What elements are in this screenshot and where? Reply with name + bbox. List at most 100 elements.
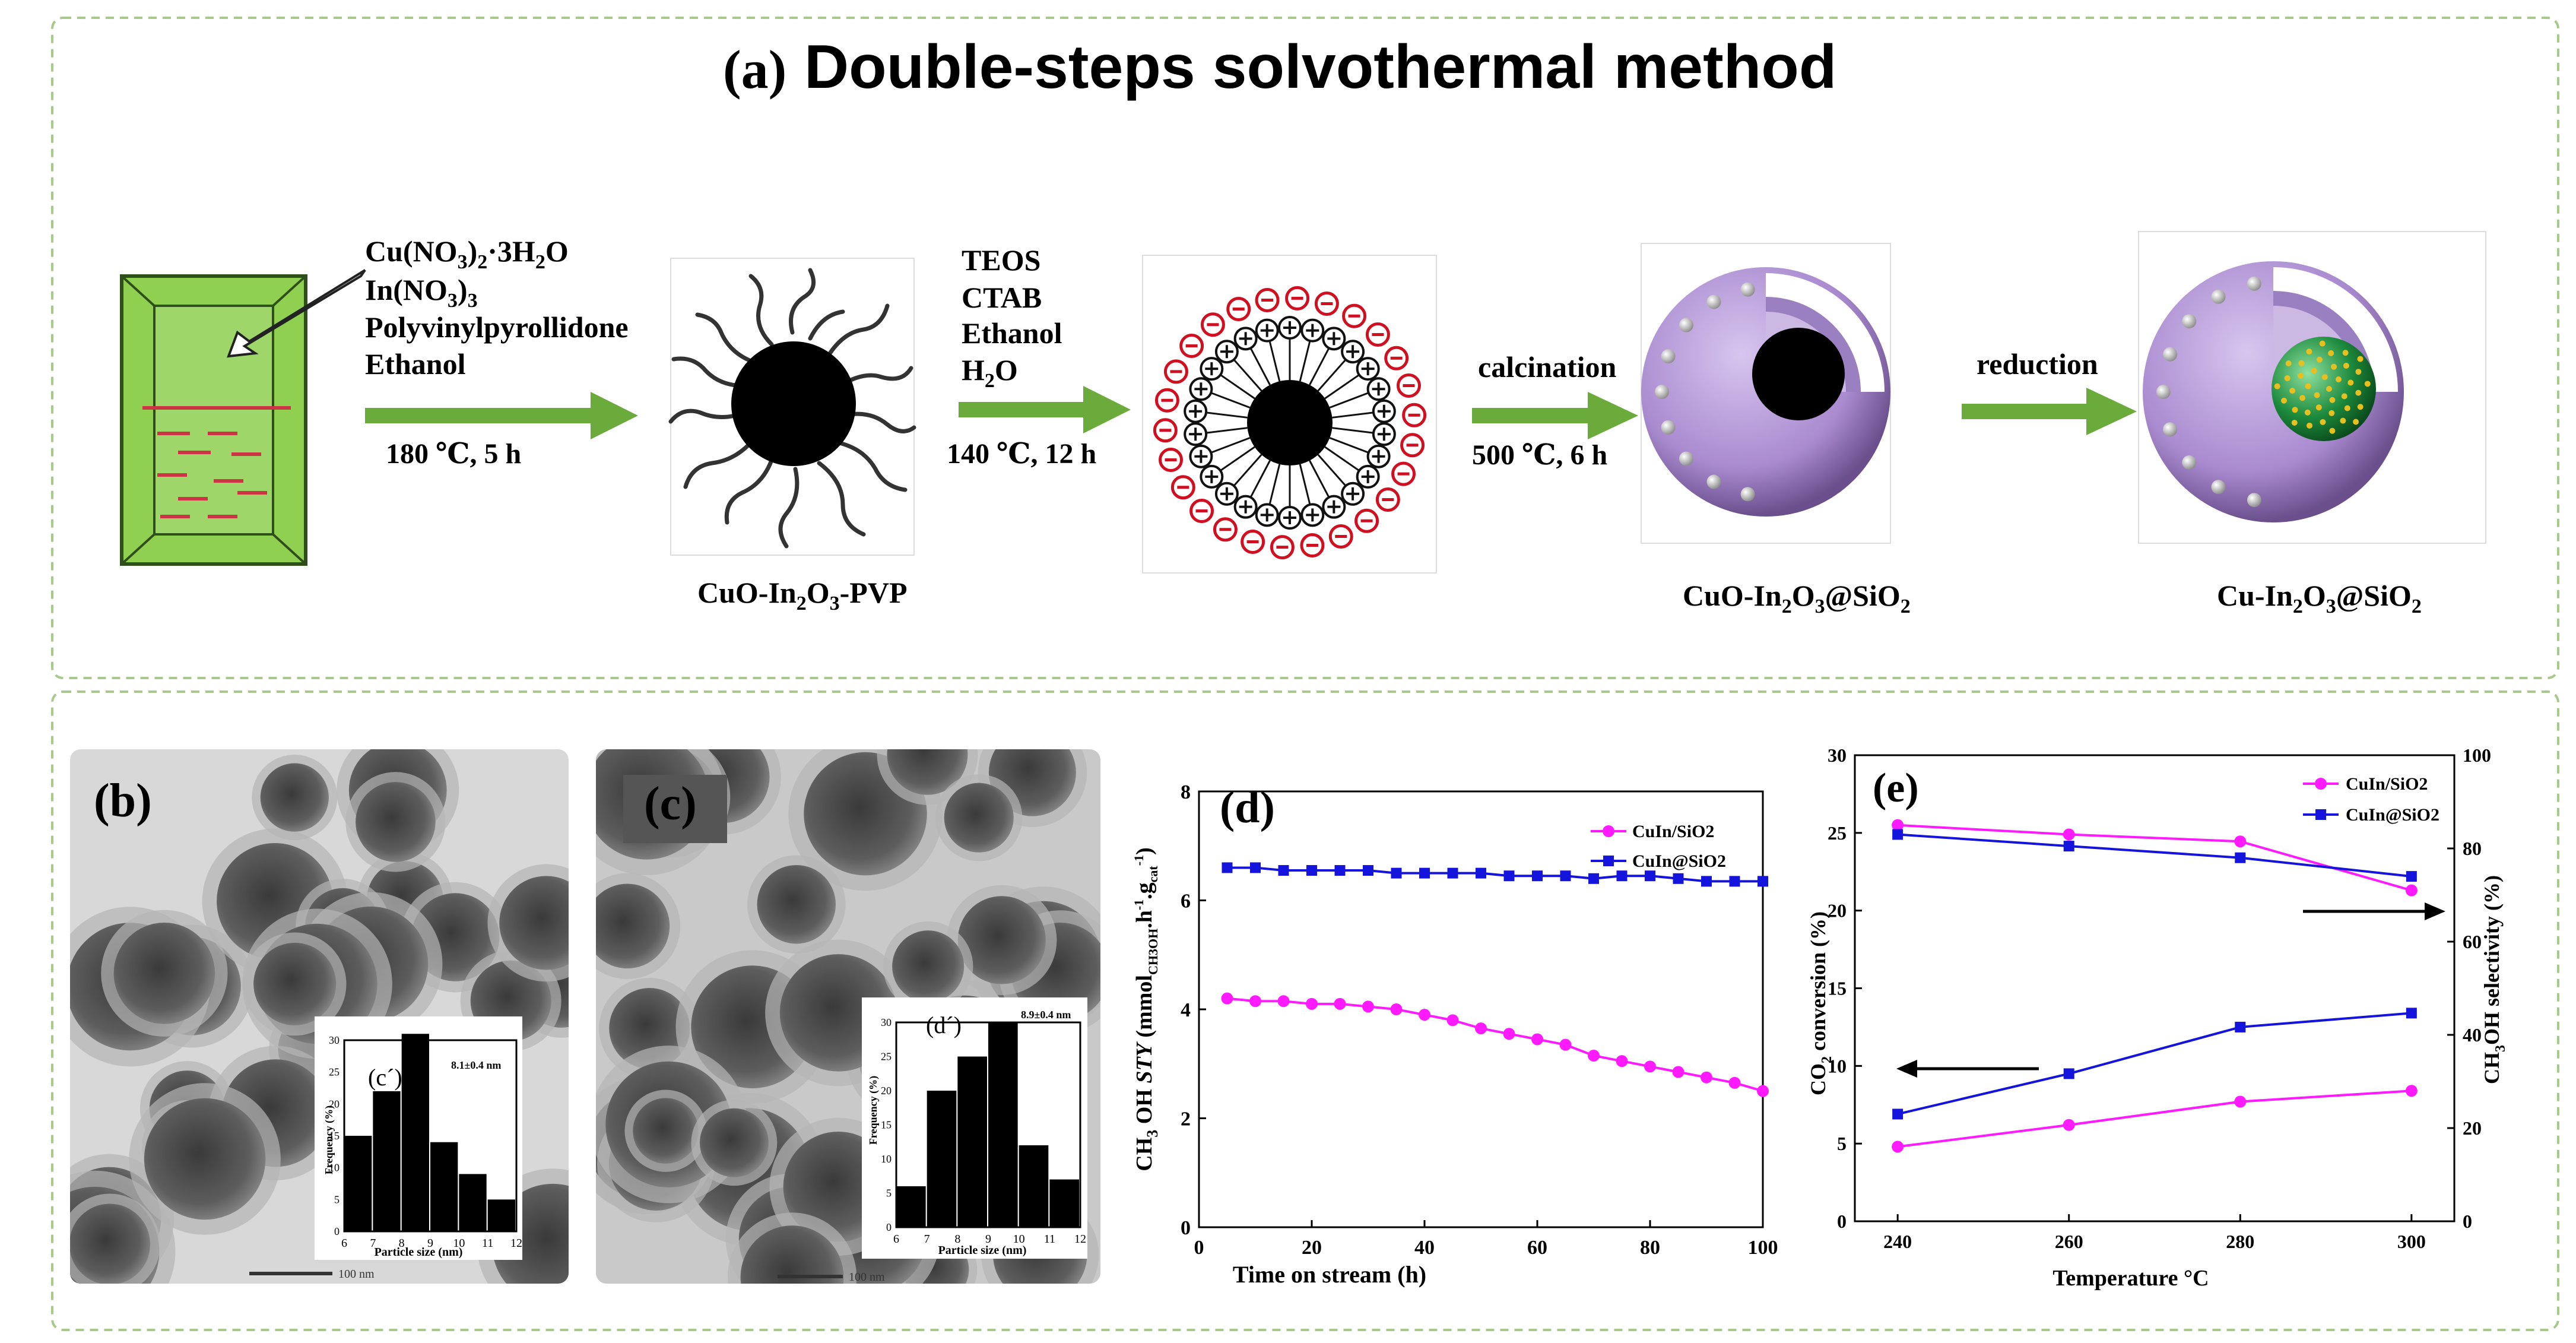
histogram-tick-label: 9 [427, 1237, 433, 1250]
y-tick-label-right: 20 [2463, 1117, 2482, 1139]
histogram-tick-label: 15 [881, 1119, 892, 1131]
cu-nanoparticle-dot [2315, 404, 2322, 411]
intermediate-3-label: CuO-In2O3@SiO2 [1683, 579, 1911, 617]
inset-xlabel-b: Particle size (nm) [375, 1246, 463, 1259]
panel-c-label: (c) [644, 778, 697, 830]
inset-label-b: (c´) [368, 1064, 402, 1091]
data-point [1560, 870, 1571, 882]
histogram-c: (d´) 8.9±0.4 nm Particle size (nm) Frequ… [862, 997, 1087, 1259]
data-point [1701, 1071, 1712, 1084]
histogram-bar [459, 1174, 487, 1231]
chart-d-label: (d) [1220, 783, 1275, 832]
x-tick-label: 40 [1414, 1237, 1435, 1259]
cu-nanoparticle-dot [2364, 381, 2371, 387]
beaker [120, 269, 366, 566]
histogram-bar [1019, 1145, 1049, 1227]
reagents-1: Cu(NO3)2·3H2O In(NO3)3 Polyvinylpyrollid… [365, 235, 629, 381]
tem-particle [887, 749, 968, 795]
cu-nanoparticle-dot [2343, 362, 2349, 369]
legend-marker [1603, 856, 1614, 866]
histogram-tick-label: 12 [1074, 1233, 1086, 1246]
cu-nanoparticle-dot [2342, 350, 2349, 356]
cu-nanoparticle-dot [2280, 397, 2287, 404]
histogram-tick-label: 9 [985, 1233, 991, 1246]
tem-particle [499, 876, 569, 970]
silica-pore-dot [2163, 347, 2178, 362]
silica-pore-dot [2182, 455, 2197, 470]
cu-nanoparticle-dot [2357, 356, 2364, 362]
histogram-tick-label: 10 [453, 1237, 465, 1250]
histogram-bar [487, 1199, 515, 1231]
data-point [2063, 1119, 2075, 1131]
histogram-tick-label: 20 [329, 1098, 340, 1110]
x-tick-label: 20 [1302, 1237, 1322, 1259]
ctab-micelle [1142, 255, 1437, 574]
data-point [1672, 1066, 1684, 1078]
x-tick-label: 300 [2397, 1231, 2426, 1252]
y-tick-label-left: 10 [1828, 1055, 1847, 1076]
data-point [1892, 819, 1904, 831]
data-point [1531, 1033, 1543, 1046]
data-point [1503, 870, 1515, 882]
data-point [2235, 1021, 2246, 1032]
histogram-tick-label: 30 [881, 1016, 892, 1028]
cu-nanoparticle-dot [2344, 405, 2350, 411]
y-tick-label-left-top: 30 [1828, 745, 1847, 766]
cu-nanoparticle-dot [2328, 410, 2335, 416]
tem-particle [113, 923, 215, 1024]
data-point [1757, 876, 1768, 887]
histogram-bar [401, 1034, 429, 1231]
histogram-b: (c´) 8.1±0.4 nm Particle size (nm) Frequ… [315, 1016, 522, 1260]
histogram-bar [430, 1142, 458, 1231]
y-tick-label-left: 15 [1828, 978, 1847, 999]
reagent-pvp: Polyvinylpyrollidone [365, 311, 629, 344]
legend-label: CuIn/SiO2 [1632, 822, 1714, 841]
x-tick-label: 100 [1748, 1237, 1778, 1259]
step1-condition: 180 ℃, 5 h [386, 438, 521, 470]
histogram-tick-label: 5 [334, 1193, 340, 1205]
data-point [1221, 992, 1233, 1005]
svg-text:In(NO3)3: In(NO3)3 [365, 273, 478, 312]
chart-d: (d) Time on stream (h) CH3 OH STY (mmolC… [1131, 781, 1778, 1288]
inset-xlabel-c: Particle size (nm) [938, 1244, 1027, 1257]
chart-e-ylabel-right: CH3OH selectivity (%) [2480, 875, 2508, 1084]
data-point [1222, 862, 1233, 873]
data-point [1475, 1022, 1487, 1035]
series-line [1898, 833, 2412, 878]
cu-nanoparticle-dot [2319, 340, 2326, 347]
y-tick-label-right: 40 [2463, 1024, 2482, 1046]
data-point [1616, 1055, 1628, 1068]
tem-particle [892, 930, 965, 1003]
histogram-tick-label: 25 [329, 1066, 340, 1078]
reagent-ethanol-1: Ethanol [365, 347, 466, 381]
histogram-tick-label: 11 [1044, 1233, 1055, 1246]
data-point [1363, 865, 1373, 876]
cu-nanoparticle-dot [2289, 388, 2296, 394]
series-line [1227, 997, 1763, 1092]
data-point [2063, 1068, 2074, 1079]
histogram-bar [344, 1136, 372, 1231]
y-tick-label-right: 60 [2463, 931, 2482, 952]
data-point [1892, 1141, 1904, 1153]
panel-a-label: (a) [723, 39, 786, 100]
inset-stat-c: 8.9±0.4 nm [1021, 1009, 1071, 1021]
histogram-bar [896, 1186, 926, 1227]
data-point [1476, 867, 1486, 879]
svg-text:H2O: H2O [962, 353, 1018, 392]
data-point [2406, 1008, 2417, 1019]
yolk-shell-sphere-2 [2138, 231, 2486, 544]
histogram-bar [988, 1022, 1018, 1227]
cu-nanoparticle-dot [2329, 397, 2336, 403]
data-point [1277, 995, 1290, 1008]
y-tick-label: 8 [1181, 781, 1191, 803]
cu-nanoparticle-dot [2340, 417, 2346, 424]
tem-particle [144, 1098, 266, 1220]
data-point [2234, 1095, 2247, 1108]
data-point [1306, 865, 1317, 876]
panel-c-label-bg [623, 775, 727, 843]
silica-pore-dot [1661, 349, 1676, 364]
histogram-tick-label: 0 [886, 1221, 892, 1233]
data-point [2405, 884, 2418, 897]
data-point [2405, 1085, 2418, 1097]
